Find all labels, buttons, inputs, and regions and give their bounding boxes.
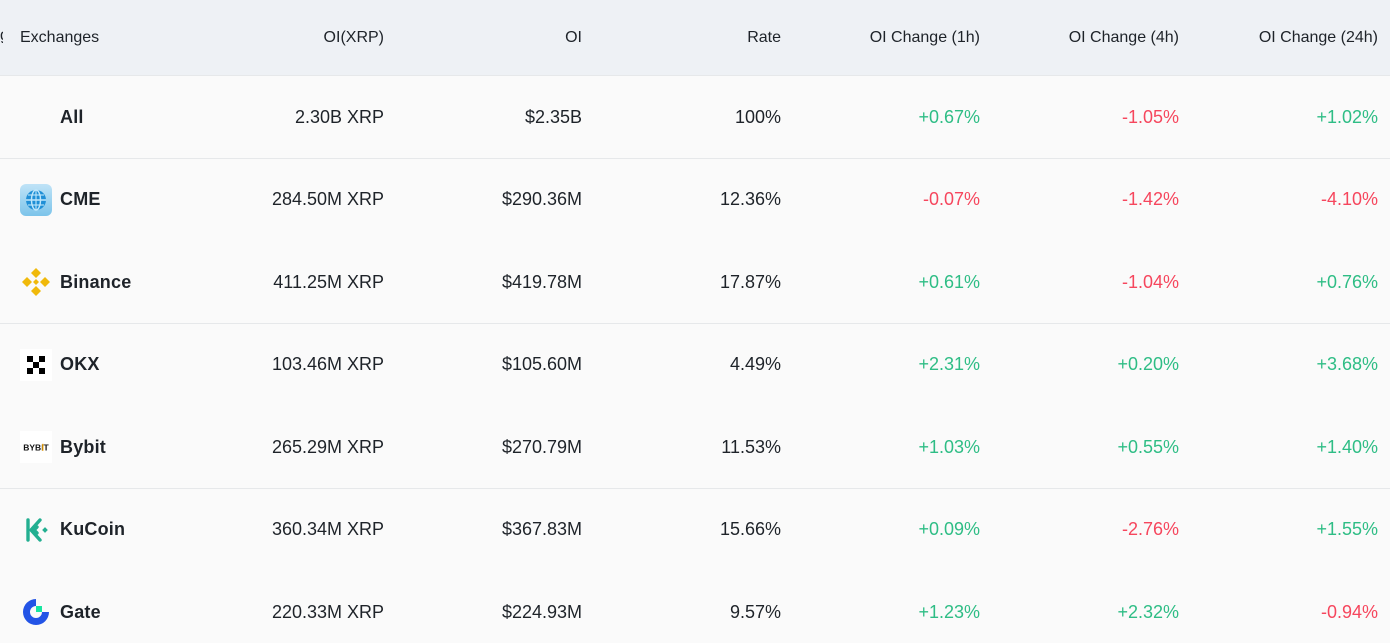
oi-change-4h-value: -1.05% <box>1121 106 1179 127</box>
oi-value: $105.60M <box>501 354 582 374</box>
exchange-name: Bybit <box>60 436 106 457</box>
oi-change-24h-value: -0.94% <box>1320 601 1378 622</box>
oi-change-1h-value: +0.67% <box>918 106 980 127</box>
exchange-cell: Binance <box>20 241 200 323</box>
rate-value: 17.87% <box>719 271 781 292</box>
exchange-cell: Gate <box>20 571 200 643</box>
oi-value: $290.36M <box>501 189 582 209</box>
rate-value: 11.53% <box>721 436 781 457</box>
table-row-bybit[interactable]: BYBIT Bybit 265.29M XRP $270.79M 11.53% … <box>0 406 1390 489</box>
oi-change-24h-value: -4.10% <box>1320 189 1378 209</box>
oi-value: $224.93M <box>501 601 582 622</box>
svg-text:BYBIT: BYBIT <box>23 443 49 453</box>
oi-change-4h-value: -1.42% <box>1121 189 1179 209</box>
oi-change-24h-value: +1.40% <box>1316 436 1378 457</box>
exchange-cell: OKX <box>20 324 200 406</box>
oi-xrp-value: 103.46M XRP <box>271 354 384 374</box>
exchange-cell: BYBIT Bybit <box>20 406 200 488</box>
oi-value: $270.79M <box>501 436 582 457</box>
oi-change-4h-value: +2.32% <box>1117 601 1179 622</box>
table-row-okx[interactable]: OKX 103.46M XRP $105.60M 4.49% +2.31% +0… <box>0 323 1390 407</box>
oi-change-24h-value: +3.68% <box>1316 354 1378 374</box>
oi-xrp-value: 265.29M XRP <box>271 436 384 457</box>
exchange-name: KuCoin <box>60 519 126 539</box>
exchange-cell: KuCoin <box>20 489 200 571</box>
oi-change-1h-value: +0.09% <box>918 519 980 539</box>
oi-value: $419.78M <box>501 271 582 292</box>
oi-change-4h-value: +0.20% <box>1117 354 1179 374</box>
oi-value: $367.83M <box>501 519 582 539</box>
exchange-name: Gate <box>60 601 101 622</box>
rate-value: 100% <box>734 106 781 127</box>
oi-value: $2.35B <box>524 106 582 127</box>
exchange-cell: CME <box>20 159 200 241</box>
exchange-name: CME <box>60 189 101 209</box>
binance-icon <box>20 266 52 298</box>
exchange-cell: All <box>20 76 200 158</box>
oi-change-24h-value: +1.55% <box>1316 519 1378 539</box>
oi-change-4h-value: -1.04% <box>1121 271 1179 292</box>
exchange-name: OKX <box>60 354 100 374</box>
oi-change-1h-value: +0.61% <box>918 271 980 292</box>
cme-globe-icon <box>20 183 52 216</box>
table-row-binance[interactable]: Binance 411.25M XRP $419.78M 17.87% +0.6… <box>0 241 1390 324</box>
oi-change-1h-value: +2.31% <box>918 354 980 374</box>
oi-change-24h-value: +0.76% <box>1316 271 1378 292</box>
table-row-cme[interactable]: CME 284.50M XRP $290.36M 12.36% -0.07% -… <box>0 158 1390 242</box>
exchange-name: Binance <box>60 271 132 292</box>
header-rate[interactable]: Rate <box>747 28 781 46</box>
okx-icon <box>20 348 52 381</box>
rate-value: 9.57% <box>729 601 781 622</box>
rate-value: 4.49% <box>729 354 781 374</box>
kucoin-icon <box>20 514 52 546</box>
oi-change-1h-value: -0.07% <box>922 189 980 209</box>
oi-xrp-value: 220.33M XRP <box>271 601 384 622</box>
bybit-icon: BYBIT <box>20 431 52 463</box>
table-header: g Exchanges OI(XRP) OI Rate OI Change (1… <box>0 0 1390 76</box>
header-exchanges[interactable]: Exchanges <box>20 28 100 46</box>
sort-indicator-icon: g <box>0 29 3 43</box>
table-row-all[interactable]: All 2.30B XRP $2.35B 100% +0.67% -1.05% … <box>0 76 1390 159</box>
table-row-gate[interactable]: Gate 220.33M XRP $224.93M 9.57% +1.23% +… <box>0 571 1390 643</box>
header-oi-change-4h[interactable]: OI Change (4h) <box>1068 28 1179 46</box>
gate-icon <box>20 596 52 628</box>
header-oi[interactable]: OI <box>565 28 582 46</box>
oi-change-1h-value: +1.03% <box>918 436 980 457</box>
oi-xrp-value: 284.50M XRP <box>271 189 384 209</box>
header-oi-xrp[interactable]: OI(XRP) <box>323 28 384 46</box>
oi-change-4h-value: -2.76% <box>1121 519 1179 539</box>
rate-value: 15.66% <box>719 519 781 539</box>
header-oi-change-1h[interactable]: OI Change (1h) <box>869 28 980 46</box>
table-row-kucoin[interactable]: KuCoin 360.34M XRP $367.83M 15.66% +0.09… <box>0 488 1390 572</box>
header-oi-change-24h[interactable]: OI Change (24h) <box>1258 28 1378 46</box>
oi-change-1h-value: +1.23% <box>918 601 980 622</box>
oi-xrp-value: 411.25M XRP <box>273 271 384 292</box>
oi-xrp-value: 2.30B XRP <box>294 106 384 127</box>
exchange-name: All <box>60 106 84 127</box>
oi-change-24h-value: +1.02% <box>1316 106 1378 127</box>
oi-change-4h-value: +0.55% <box>1117 436 1179 457</box>
oi-xrp-value: 360.34M XRP <box>271 519 384 539</box>
rate-value: 12.36% <box>719 189 781 209</box>
